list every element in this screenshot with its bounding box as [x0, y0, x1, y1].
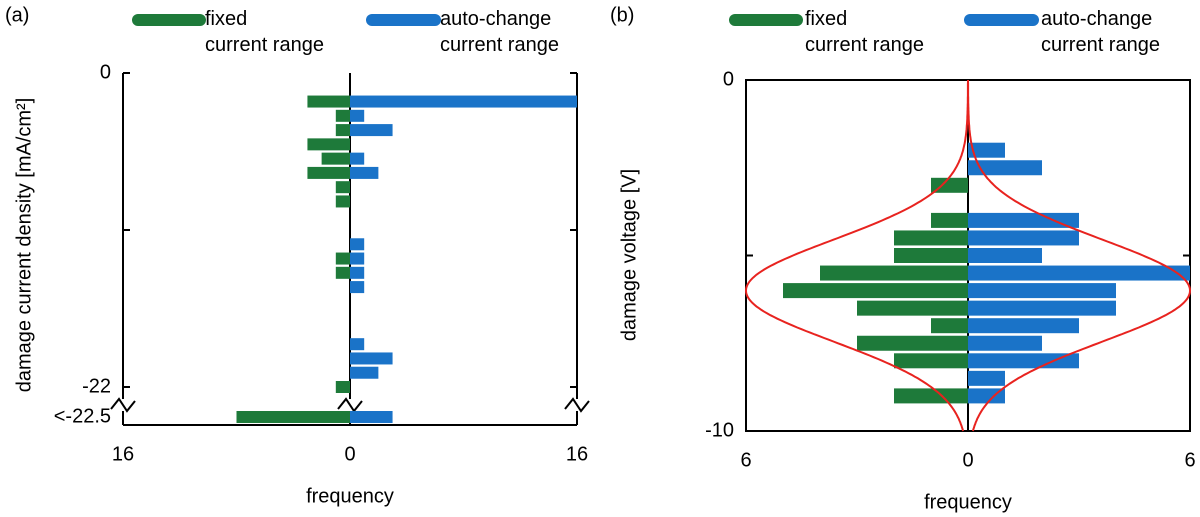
bar	[350, 281, 365, 294]
bar	[968, 142, 1005, 158]
bar	[894, 230, 968, 246]
bar	[350, 124, 393, 137]
bar	[350, 266, 365, 279]
bar	[307, 138, 350, 151]
bar	[820, 265, 968, 281]
panel-label: (a)	[5, 4, 29, 26]
bar	[968, 388, 1005, 404]
legend-label: fixed current range	[205, 8, 324, 56]
bar	[968, 265, 1190, 281]
bar	[968, 212, 1079, 228]
bar	[968, 300, 1116, 316]
legend-label: fixed current range	[805, 8, 924, 56]
bar	[350, 238, 365, 251]
bar	[968, 248, 1042, 263]
axis-break	[564, 397, 590, 413]
bar	[350, 338, 365, 351]
x-tick-label: 0	[344, 443, 355, 465]
bar	[931, 318, 968, 334]
bar	[335, 181, 350, 194]
bar	[968, 230, 1079, 246]
bar	[350, 411, 393, 423]
bar	[350, 95, 577, 108]
bar	[857, 300, 968, 316]
x-tick-label: 16	[566, 443, 588, 465]
bar	[321, 152, 350, 165]
x-axis-title: frequency	[306, 485, 394, 507]
y-tick-label: 0	[100, 61, 111, 83]
y-axis-title: damage current density [mA/cm²]	[13, 98, 35, 393]
axis-break	[110, 397, 136, 413]
bar	[894, 353, 968, 369]
fit-curve	[744, 80, 969, 432]
y-tick-label: -10	[705, 419, 734, 441]
bar	[307, 166, 350, 179]
bar	[783, 283, 968, 299]
x-tick-label: 16	[112, 443, 134, 465]
bar	[335, 266, 350, 279]
y-tick-label: 0	[723, 68, 734, 90]
x-axis-title: frequency	[924, 491, 1012, 513]
y-tick-label: -22	[82, 375, 111, 397]
bar	[968, 318, 1079, 334]
bar	[968, 353, 1079, 369]
y-tick-label: <-22.5	[54, 405, 111, 427]
x-tick-label: 0	[962, 449, 973, 471]
bar	[335, 252, 350, 265]
x-tick-label: 6	[1184, 449, 1195, 471]
bar	[307, 95, 350, 108]
y-axis-title: damage voltage [V]	[618, 169, 640, 341]
bar	[894, 248, 968, 263]
bar	[931, 212, 968, 228]
bar	[350, 366, 379, 379]
bar	[857, 335, 968, 351]
x-tick-label: 6	[740, 449, 751, 471]
bar	[335, 124, 350, 137]
bar	[968, 160, 1042, 176]
bar	[236, 411, 350, 423]
bar	[968, 283, 1116, 299]
legend-label: auto-change current range	[440, 8, 559, 56]
bar	[335, 381, 350, 393]
bar	[335, 109, 350, 122]
bar	[350, 252, 365, 265]
panel-label: (b)	[610, 4, 634, 26]
fit-curve	[967, 80, 1192, 432]
bar	[894, 388, 968, 404]
axis-break	[337, 397, 363, 413]
bar	[350, 352, 393, 365]
legend-label: auto-change current range	[1041, 8, 1160, 56]
bar	[931, 177, 968, 193]
bar	[350, 166, 379, 179]
bar	[968, 335, 1042, 351]
bar	[968, 370, 1005, 386]
bar	[335, 195, 350, 208]
bar	[350, 152, 365, 165]
bar	[350, 109, 365, 122]
